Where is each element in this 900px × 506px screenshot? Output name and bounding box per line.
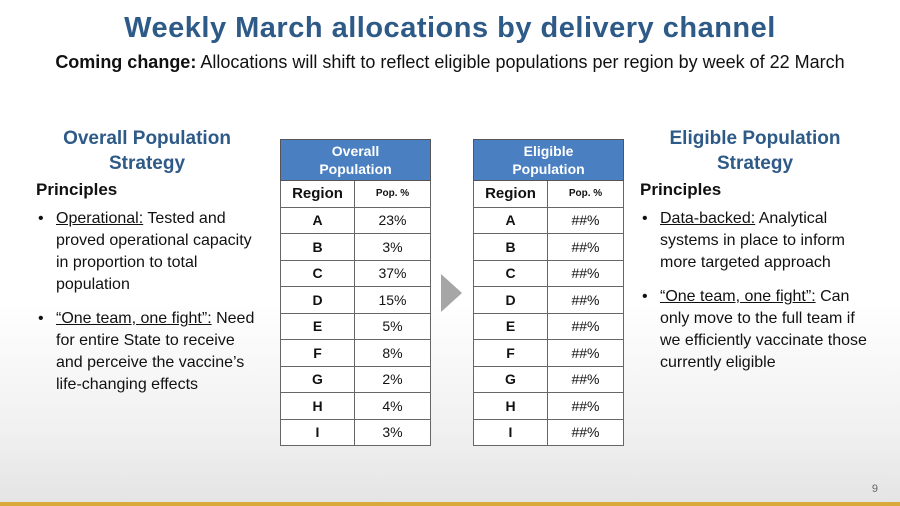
pop-cell: 8% — [353, 339, 432, 367]
eligible-strategy-column: Eligible Population Strategy Principles … — [640, 126, 870, 386]
pop-cell: ##% — [546, 259, 625, 287]
table-row: I 3% — [280, 418, 432, 446]
table-row: G 2% — [280, 365, 432, 393]
list-item: Data-backed: Analytical systems in place… — [640, 208, 870, 274]
overall-principles-heading: Principles — [36, 180, 118, 199]
table-row: D 15% — [280, 286, 432, 314]
table-row: E ##% — [473, 312, 625, 340]
pop-cell: ##% — [546, 365, 625, 393]
overall-population-table: Overall Population Region Pop. % A 23% B 3%… — [279, 139, 432, 446]
overall-heading-line1: Overall Population — [63, 128, 231, 149]
bullet-text: Need for entire State to receive and per… — [56, 310, 255, 393]
slide-title: Weekly March allocations by delivery cha… — [124, 12, 776, 44]
overall-header-line2: Population — [319, 161, 392, 177]
table-row: F ##% — [473, 339, 625, 367]
region-cell: B — [473, 233, 548, 261]
region-cell: C — [473, 259, 548, 287]
region-cell: F — [280, 339, 355, 367]
pop-cell: 3% — [353, 418, 432, 446]
table-row: G ##% — [473, 365, 625, 393]
list-item: Operational: Tested and proved operation… — [36, 208, 258, 296]
table-row: A ##% — [473, 206, 625, 234]
pop-cell: 2% — [353, 365, 432, 393]
overall-strategy-column: Overall Population Strategy Principles O… — [36, 126, 258, 408]
pop-cell: 37% — [353, 259, 432, 287]
column-header-pop: Pop. % — [546, 180, 625, 208]
eligible-strategy-heading: Eligible Population Strategy — [640, 126, 870, 176]
eligible-principles-heading: Principles — [640, 180, 722, 199]
region-cell: D — [280, 286, 355, 314]
table-row: H 4% — [280, 392, 432, 420]
overall-table-header: Overall Population — [279, 139, 432, 181]
region-cell: G — [280, 365, 355, 393]
bullet-term: “One team, one fight”: — [56, 310, 212, 327]
region-cell: E — [280, 312, 355, 340]
column-header-region: Region — [473, 180, 548, 208]
region-cell: I — [473, 418, 548, 446]
eligible-header-line2: Population — [512, 161, 585, 177]
table-row: I ##% — [473, 418, 625, 446]
pop-cell: ##% — [546, 233, 625, 261]
overall-strategy-heading: Overall Population Strategy — [36, 126, 258, 176]
bullet-term: Operational: — [56, 210, 144, 227]
pop-cell: 23% — [353, 206, 432, 234]
table-row: E 5% — [280, 312, 432, 340]
region-cell: E — [473, 312, 548, 340]
pop-cell: ##% — [546, 339, 625, 367]
list-item: “One team, one fight”: Need for entire S… — [36, 308, 258, 396]
pop-cell: 5% — [353, 312, 432, 340]
pop-cell: 15% — [353, 286, 432, 314]
eligible-heading-line1: Eligible Population — [669, 128, 841, 149]
right-triangle-icon — [441, 274, 462, 312]
region-cell: F — [473, 339, 548, 367]
region-cell: I — [280, 418, 355, 446]
subtitle-text: Allocations will shift to reflect eligib… — [196, 52, 845, 72]
region-cell: H — [280, 392, 355, 420]
slide-subtitle: Coming change: Allocations will shift to… — [40, 52, 860, 73]
region-cell: A — [280, 206, 355, 234]
bullet-text: Analytical systems in place to inform mo… — [660, 210, 845, 271]
table-row: H ##% — [473, 392, 625, 420]
table-row: D ##% — [473, 286, 625, 314]
list-item: “One team, one fight”: Can only move to … — [640, 286, 870, 374]
pop-cell: 4% — [353, 392, 432, 420]
region-cell: B — [280, 233, 355, 261]
column-header-region: Region — [280, 180, 355, 208]
eligible-heading-line2: Strategy — [716, 153, 794, 174]
table-row: C 37% — [280, 259, 432, 287]
eligible-table-header: Eligible Population — [472, 139, 625, 181]
eligible-header-line1: Eligible — [523, 143, 574, 159]
bullet-text: Tested and proved operational capacity i… — [56, 210, 252, 293]
column-header-pop: Pop. % — [353, 180, 432, 208]
page-number: 9 — [871, 483, 878, 495]
region-cell: C — [280, 259, 355, 287]
pop-cell: ##% — [546, 206, 625, 234]
eligible-population-table: Eligible Population Region Pop. % A ##% B #… — [472, 139, 625, 446]
bullet-term: Data-backed: — [660, 210, 756, 227]
bullet-text: Can only move to the full team if we eff… — [660, 288, 867, 371]
pop-cell: 3% — [353, 233, 432, 261]
region-cell: H — [473, 392, 548, 420]
bullet-term: “One team, one fight”: — [660, 288, 816, 305]
eligible-principles-list: Data-backed: Analytical systems in place… — [640, 208, 870, 374]
region-cell: A — [473, 206, 548, 234]
pop-cell: ##% — [546, 286, 625, 314]
table-row: F 8% — [280, 339, 432, 367]
region-cell: G — [473, 365, 548, 393]
pop-cell: ##% — [546, 312, 625, 340]
region-cell: D — [473, 286, 548, 314]
overall-header-line1: Overall — [331, 143, 380, 159]
table-row: C ##% — [473, 259, 625, 287]
pop-cell: ##% — [546, 418, 625, 446]
overall-principles-list: Operational: Tested and proved operation… — [36, 208, 258, 396]
table-row: B ##% — [473, 233, 625, 261]
table-row: A 23% — [280, 206, 432, 234]
subtitle-label: Coming change: — [55, 52, 197, 72]
table-row: B 3% — [280, 233, 432, 261]
pop-cell: ##% — [546, 392, 625, 420]
overall-heading-line2: Strategy — [108, 153, 186, 174]
footer-accent-bar — [0, 502, 900, 506]
